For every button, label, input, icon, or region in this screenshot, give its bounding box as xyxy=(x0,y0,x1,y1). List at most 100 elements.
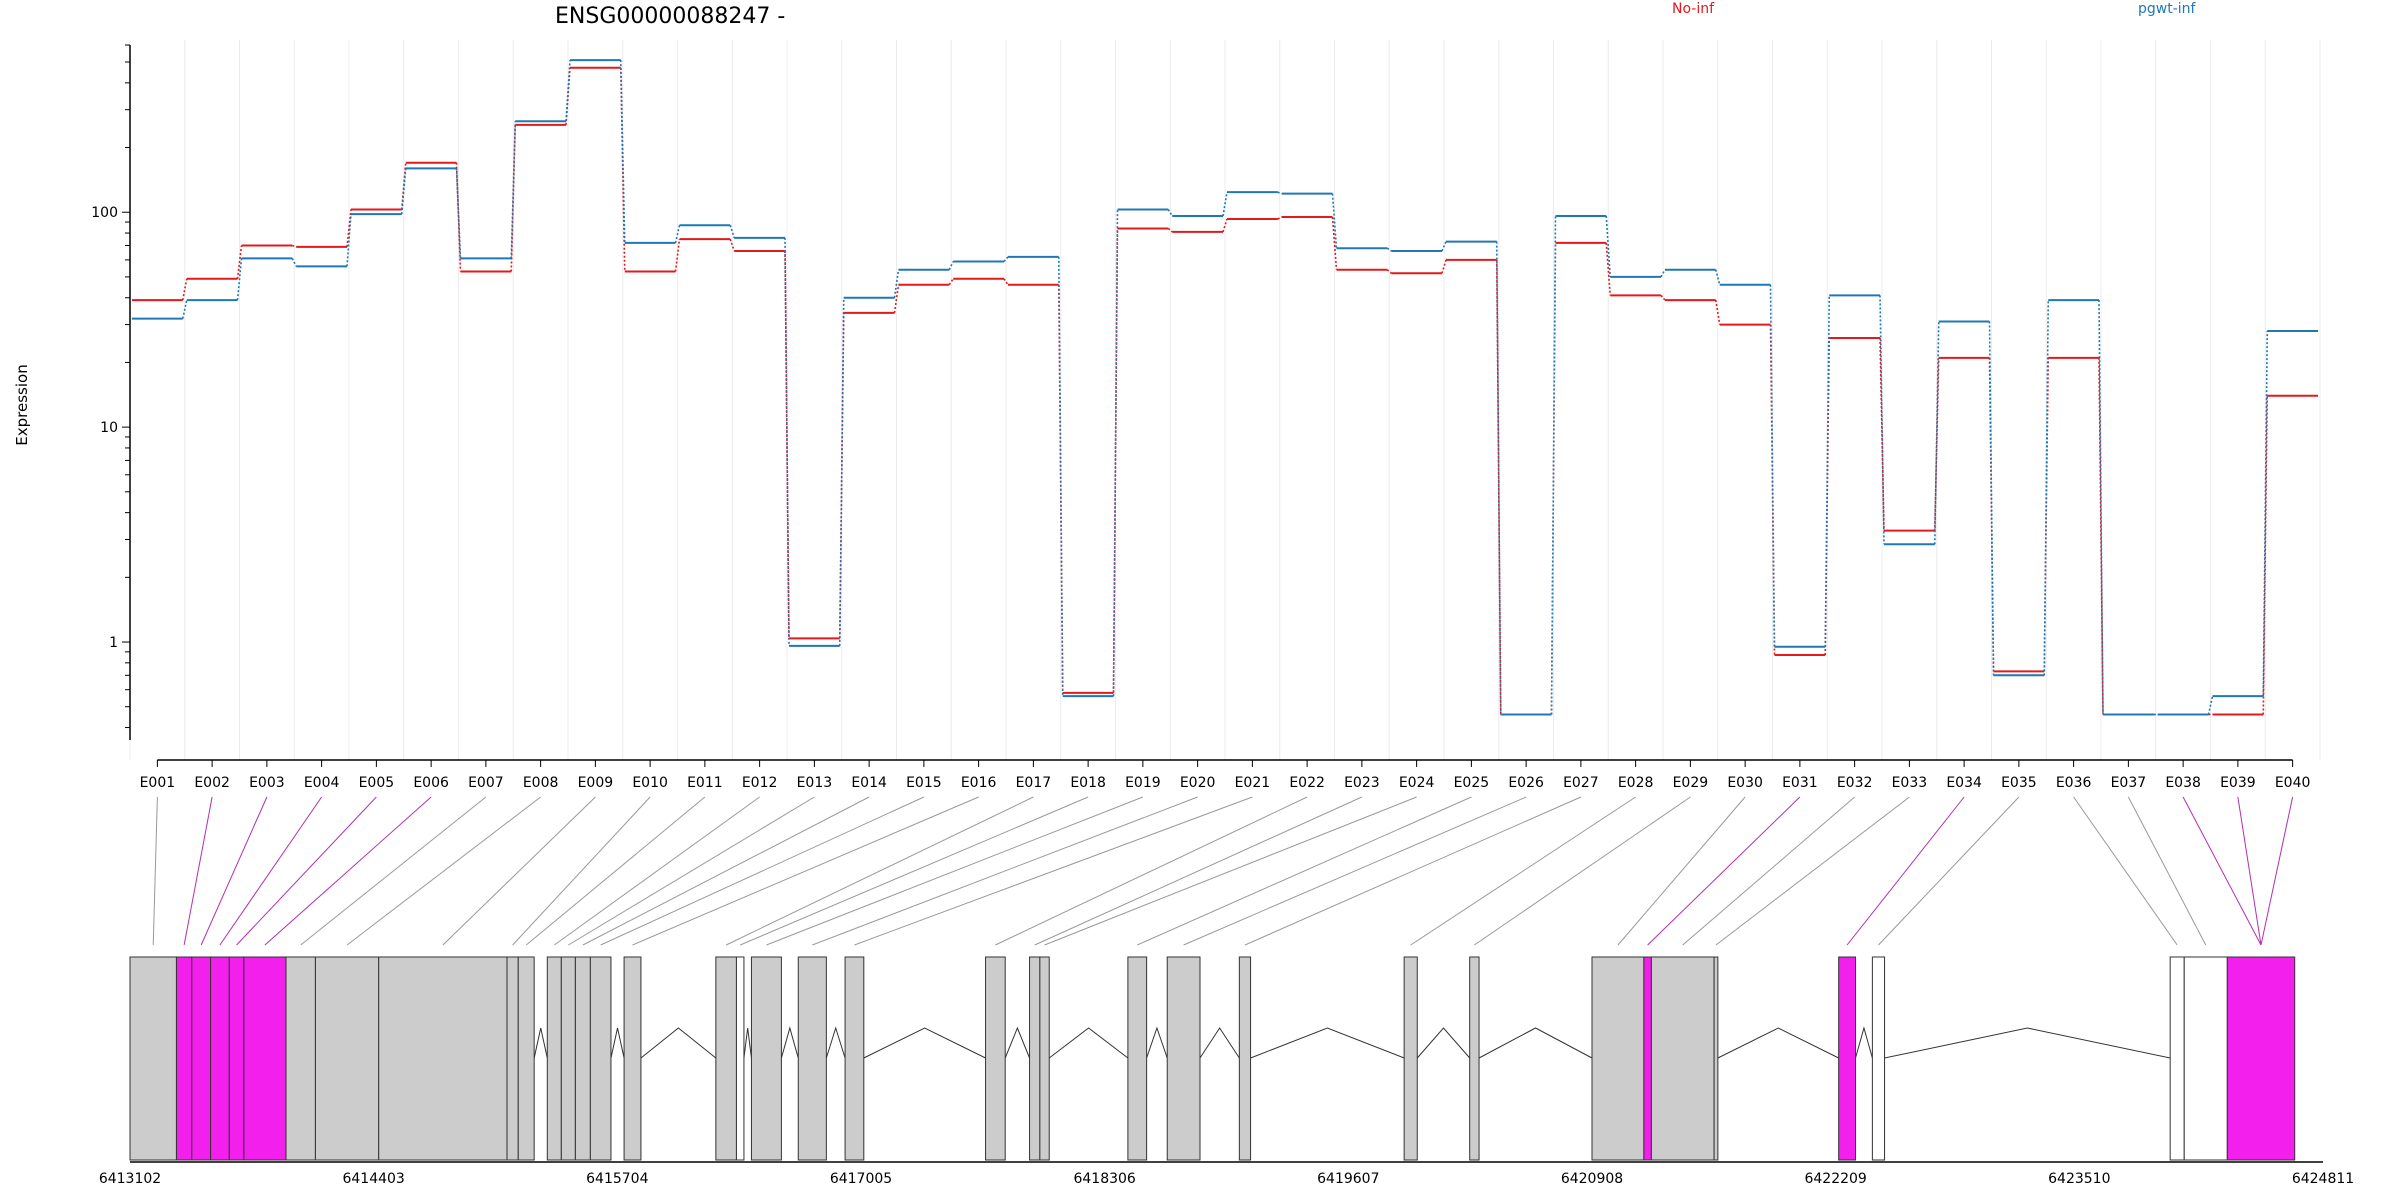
exon-box xyxy=(191,956,212,1161)
x-tick-label: E001 xyxy=(140,775,176,791)
intron xyxy=(1250,1027,1405,1059)
intron xyxy=(1717,1027,1839,1059)
series-2-connector xyxy=(181,60,2269,716)
x-tick-label: E025 xyxy=(1454,775,1490,791)
genomic-tick-label: 6419607 xyxy=(1317,1171,1379,1187)
exon-box xyxy=(1838,956,1857,1161)
exon-connector xyxy=(995,796,1308,946)
exon-connector xyxy=(1878,796,2020,946)
intron xyxy=(610,1027,625,1059)
exon-connector xyxy=(512,796,651,946)
exon-connector xyxy=(183,796,213,946)
exon-box xyxy=(1403,956,1418,1161)
x-tick-label: E010 xyxy=(632,775,668,791)
exon-connector xyxy=(766,796,1144,946)
x-tick-label: E031 xyxy=(1782,775,1818,791)
exon-connector xyxy=(582,796,870,946)
exon-box xyxy=(506,956,519,1161)
exon-connector xyxy=(1617,796,1746,946)
genomic-tick-label: 6423510 xyxy=(2048,1171,2110,1187)
genomic-tick-label: 6420908 xyxy=(1561,1171,1623,1187)
intron xyxy=(1146,1026,1168,1059)
exon-connector xyxy=(2237,796,2262,946)
exon-connector xyxy=(632,796,979,946)
x-tick-label: E035 xyxy=(2001,775,2037,791)
exon-connector xyxy=(300,796,487,946)
exon-box xyxy=(129,956,177,1161)
exon-box xyxy=(285,956,316,1161)
exon-box xyxy=(750,956,782,1161)
exon-box xyxy=(1166,956,1201,1161)
x-tick-label: E002 xyxy=(194,775,230,791)
x-tick-label: E003 xyxy=(249,775,285,791)
exon-box xyxy=(715,956,737,1161)
exon-connector xyxy=(740,796,1089,946)
exon-connector xyxy=(2073,796,2178,946)
genomic-axis: 6413102 6414403 6415704 6417005 6418306 64196… xyxy=(99,1161,2354,1187)
y-tick-label: 100 xyxy=(91,205,118,221)
exon-connector xyxy=(1715,796,1910,946)
exon-box xyxy=(844,956,865,1161)
genomic-tick-label: 6413102 xyxy=(99,1171,161,1187)
exon-connector xyxy=(200,796,268,946)
x-tick-label: E008 xyxy=(523,775,559,791)
exon-connector xyxy=(1682,796,1855,946)
intron xyxy=(780,1026,799,1059)
exon-connector xyxy=(264,796,432,946)
exon-box xyxy=(1591,956,1645,1161)
exon-connector xyxy=(1044,796,1417,946)
x-tick-label: E016 xyxy=(961,775,997,791)
exon-box xyxy=(985,956,1006,1161)
x-tick-label: E007 xyxy=(468,775,504,791)
x-tick-label: E017 xyxy=(1016,775,1052,791)
x-tick-label: E019 xyxy=(1125,775,1161,791)
series-lines xyxy=(132,59,2318,716)
x-tick-label: E014 xyxy=(851,775,887,791)
x-tick-label: E004 xyxy=(304,775,340,791)
x-tick-label: E036 xyxy=(2056,775,2092,791)
exon-connector xyxy=(600,796,925,946)
exon-connector xyxy=(1846,796,1965,946)
x-tick-label: E029 xyxy=(1673,775,1709,791)
x-tick-label: E033 xyxy=(1892,775,1928,791)
exon-box xyxy=(1469,956,1480,1161)
exon-box xyxy=(314,956,380,1161)
exon-box xyxy=(2169,956,2185,1161)
x-tick-label: E037 xyxy=(2111,775,2147,791)
intron xyxy=(863,1027,986,1059)
exon-box xyxy=(1238,956,1252,1161)
x-tick-label: E038 xyxy=(2165,775,2201,791)
exon-box xyxy=(175,956,193,1161)
exon-box xyxy=(1713,956,1719,1161)
exon-box xyxy=(1029,956,1041,1161)
intron xyxy=(1199,1027,1240,1059)
x-axis: E001 E002 E003 E004 E005 E006 E007 E008 E009 E010… xyxy=(140,759,2310,791)
x-tick-label: E009 xyxy=(578,775,614,791)
genomic-tick-label: 6418306 xyxy=(1073,1171,1135,1187)
x-tick-label: E006 xyxy=(413,775,449,791)
exon-connector xyxy=(554,796,760,946)
intron xyxy=(1416,1027,1471,1059)
exon-box xyxy=(517,956,535,1161)
intron xyxy=(1048,1027,1129,1059)
exon-box xyxy=(735,956,745,1161)
exon-box xyxy=(1643,956,1652,1161)
x-tick-label: E013 xyxy=(797,775,833,791)
exon-connector xyxy=(346,796,541,946)
x-tick-label: E012 xyxy=(742,775,778,791)
exon-connector xyxy=(1244,796,1582,946)
legend-no-inf: No-inf xyxy=(1672,1,1715,17)
y-axis-label: Expression xyxy=(13,364,31,445)
x-tick-label: E018 xyxy=(1070,775,1106,791)
x-tick-label: E005 xyxy=(359,775,395,791)
x-tick-label: E020 xyxy=(1180,775,1216,791)
exon-box xyxy=(574,956,591,1161)
exon-box xyxy=(1871,956,1886,1161)
exon-connector xyxy=(812,796,1198,946)
x-tick-label: E034 xyxy=(1946,775,1982,791)
exon-box xyxy=(1039,956,1050,1161)
x-tick-label: E039 xyxy=(2220,775,2256,791)
x-tick-label: E028 xyxy=(1618,775,1654,791)
exon-box xyxy=(2183,956,2228,1161)
exon-box xyxy=(378,956,508,1161)
